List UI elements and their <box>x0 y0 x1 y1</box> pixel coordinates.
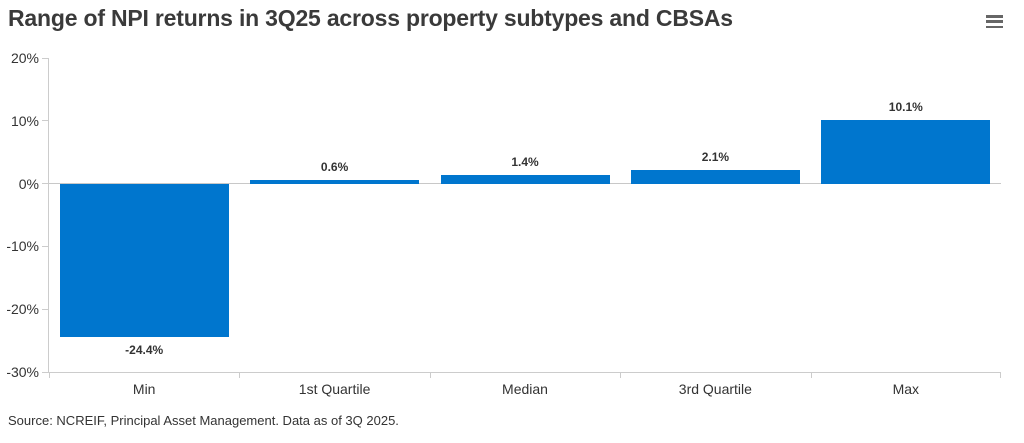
x-axis-category-1st-quartile: 1st Quartile <box>298 381 371 397</box>
chart-title: Range of NPI returns in 3Q25 across prop… <box>8 5 733 31</box>
x-axis-tick <box>239 372 241 378</box>
y-axis-label: 10% <box>10 112 39 129</box>
bar-median[interactable] <box>440 174 610 184</box>
bar-1st-quartile[interactable] <box>250 179 420 184</box>
data-label-min: -24.4% <box>125 342 164 357</box>
data-label-max: 10.1% <box>888 100 923 115</box>
menu-bar <box>986 15 1003 18</box>
y-axis-tick <box>42 245 48 247</box>
x-axis-tick <box>810 372 812 378</box>
y-axis-label: 20% <box>10 50 39 66</box>
x-axis-category-3rd-quartile: 3rd Quartile <box>678 381 752 397</box>
x-axis-category-max: Max <box>892 381 920 397</box>
y-axis-label: -30% <box>6 364 39 380</box>
y-axis-tick <box>42 308 48 310</box>
hamburger-menu-icon[interactable] <box>986 15 1003 28</box>
x-axis-category-median: Median <box>502 381 548 397</box>
data-label-median: 1.4% <box>511 154 539 169</box>
bar-3rd-quartile[interactable] <box>630 170 800 184</box>
y-axis-tick <box>42 57 48 59</box>
bar-max[interactable] <box>821 120 991 184</box>
x-axis-tick <box>429 372 431 378</box>
zero-gridline <box>49 183 1001 185</box>
menu-bar <box>986 20 1003 23</box>
y-axis-tick <box>42 371 48 373</box>
bar-min[interactable] <box>59 183 229 337</box>
menu-bar <box>986 25 1003 28</box>
y-axis-tick <box>42 120 48 122</box>
plot-area: 20% 10% 0% -10% -20% -30% -24.4% Min 0.6% 1st Qua… <box>6 50 1001 397</box>
y-axis-tick <box>42 183 48 185</box>
y-axis-label: 0% <box>18 175 39 192</box>
x-axis-tick <box>620 372 622 378</box>
y-axis-label: -20% <box>6 301 39 318</box>
data-label-1st-quartile: 0.6% <box>320 159 349 174</box>
x-axis-tick <box>49 372 50 378</box>
source-text: Source: NCREIF, Principal Asset Manageme… <box>8 413 399 428</box>
x-axis-category-min: Min <box>132 381 156 397</box>
x-axis-tick <box>1000 372 1001 378</box>
y-axis-label: -10% <box>6 238 39 255</box>
data-label-3rd-quartile: 2.1% <box>701 150 730 165</box>
